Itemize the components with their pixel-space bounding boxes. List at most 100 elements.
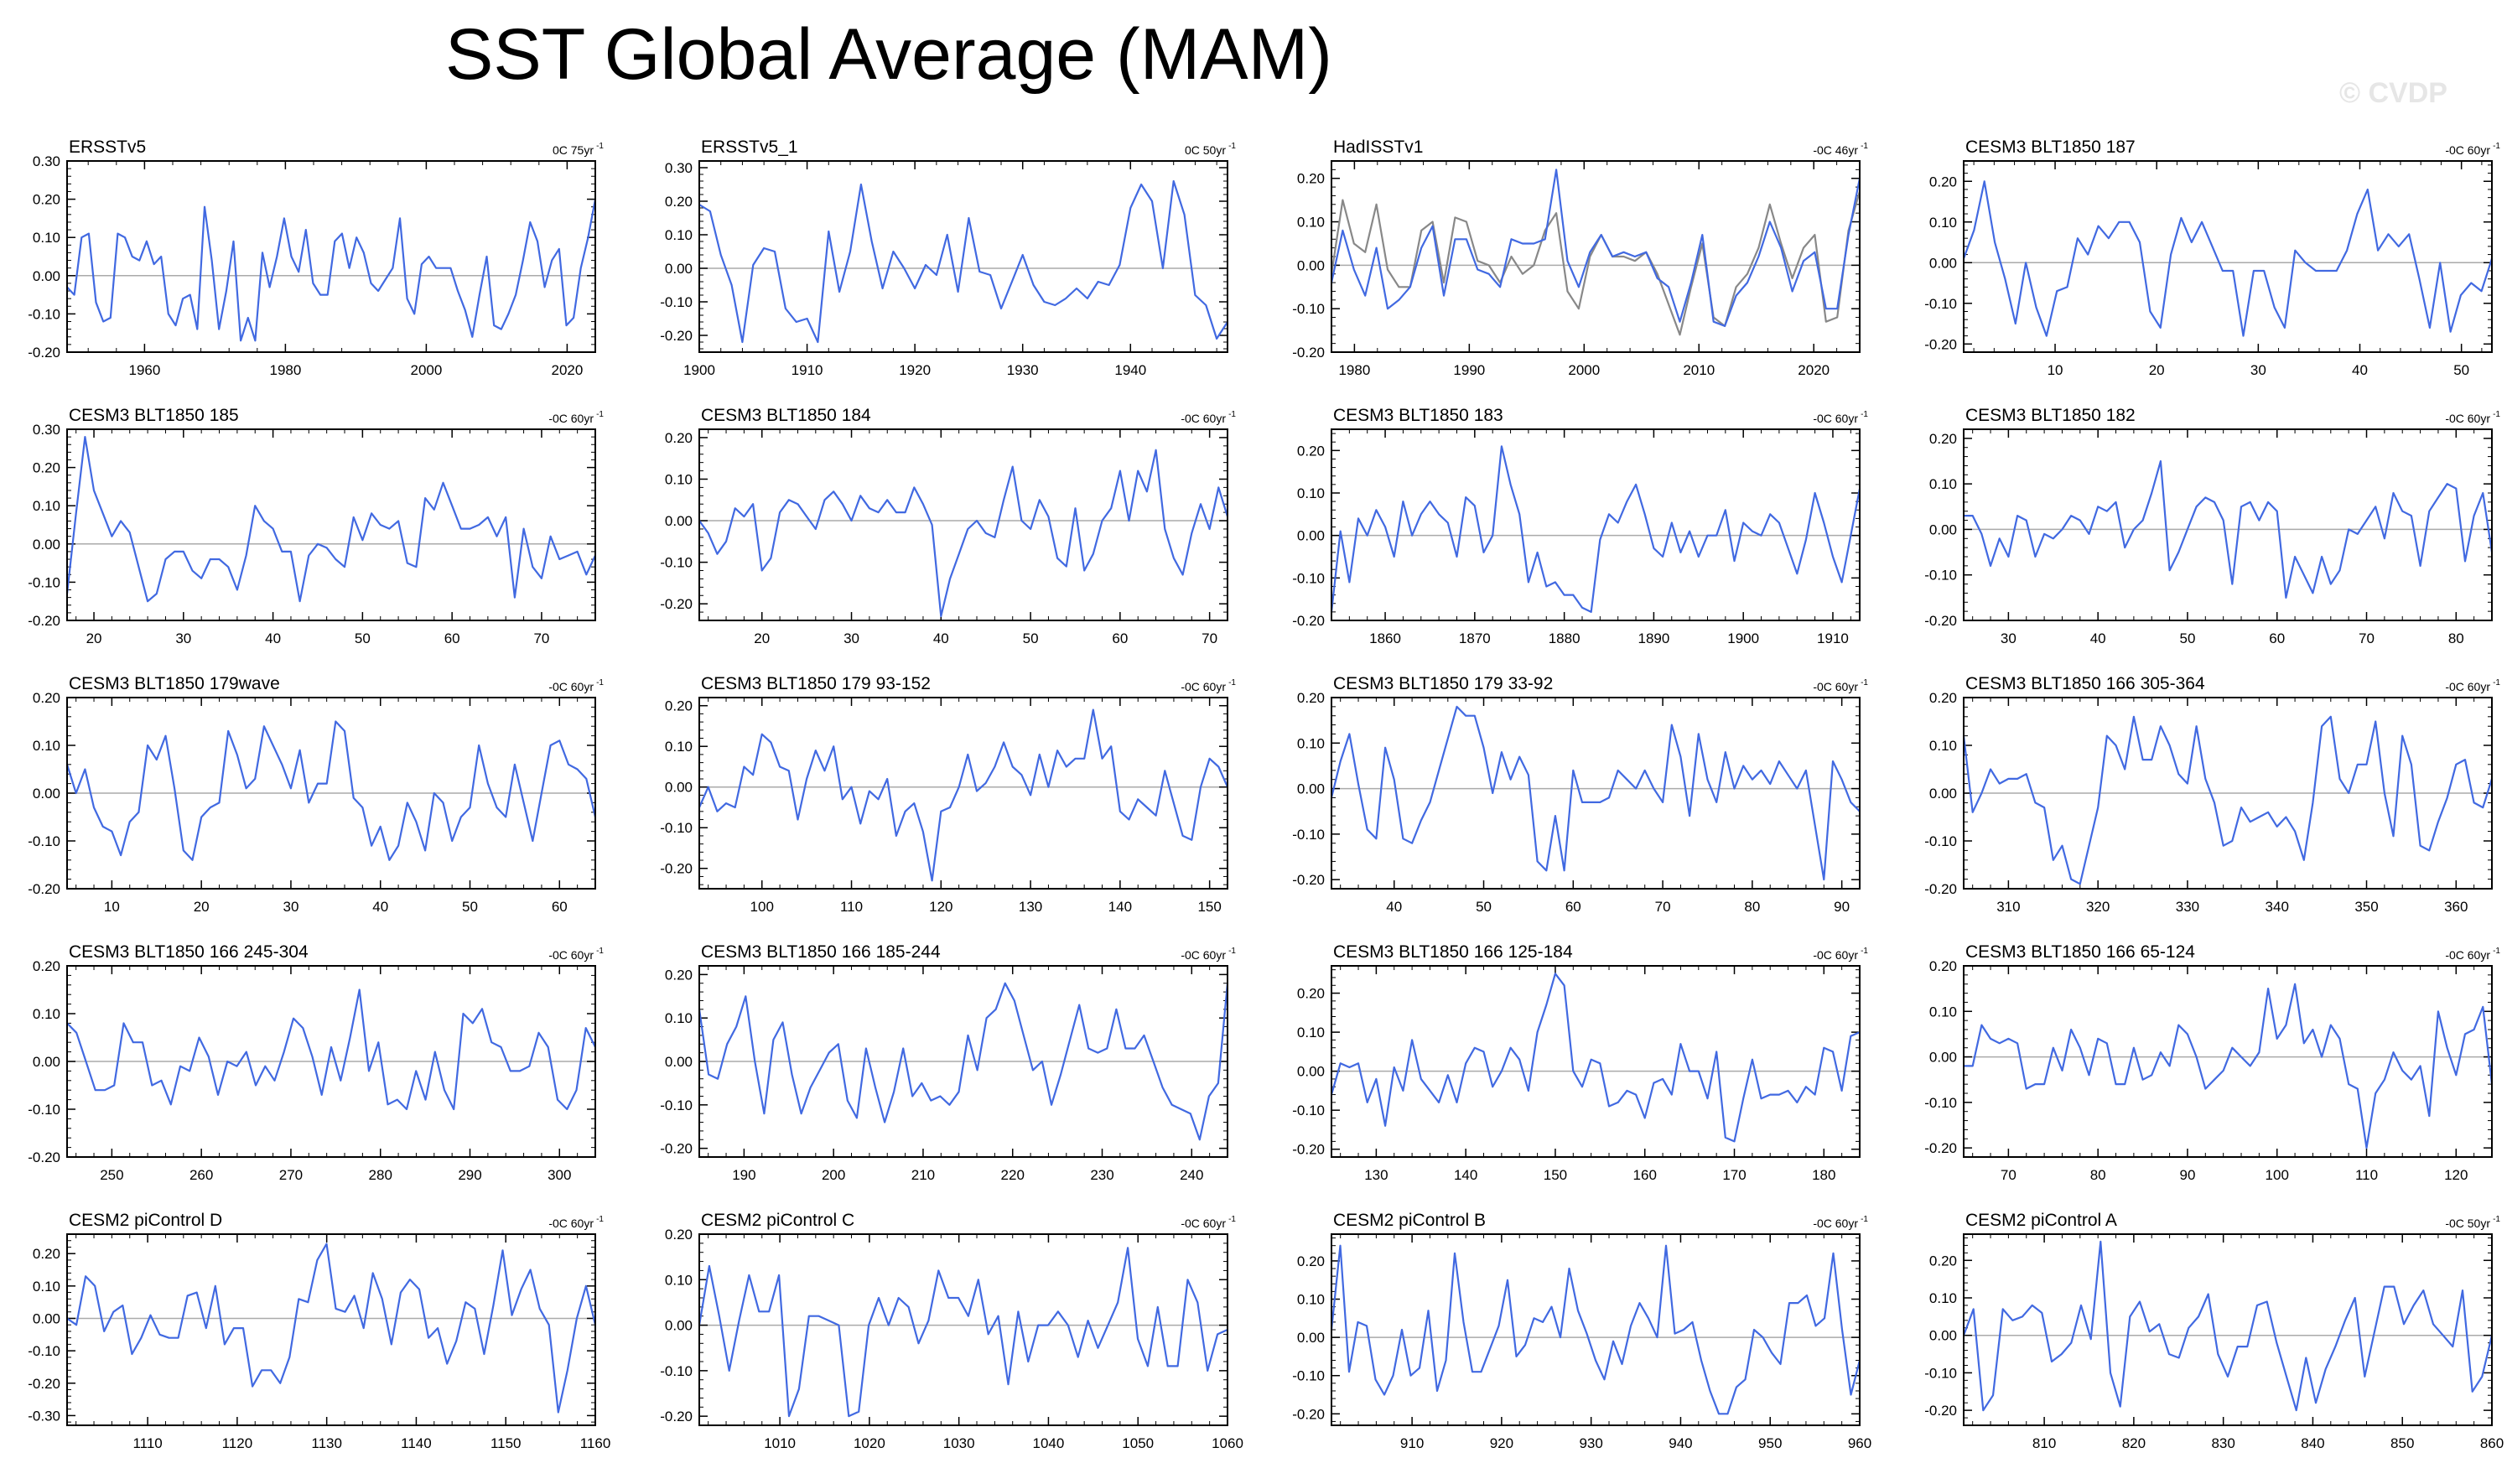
y-tick-label: -0.20 (1292, 613, 1325, 629)
y-tick-label: 0.00 (665, 513, 693, 529)
x-tick-label: 1890 (1638, 630, 1669, 646)
y-tick-label: 0.20 (1929, 431, 1957, 447)
trend-note-superscript: -1 (1861, 947, 1868, 956)
x-tick-label: 1120 (222, 1435, 253, 1451)
x-tick-label: 1880 (1549, 630, 1580, 646)
y-tick-label: -0.10 (1292, 570, 1325, 586)
trend-note: -0C 60yr (2445, 143, 2490, 157)
y-tick-label: -0.20 (660, 1409, 693, 1424)
trend-note: -0C 60yr (548, 412, 594, 425)
x-tick-label: 60 (2269, 630, 2285, 646)
series-line (1962, 1240, 2494, 1412)
y-tick-label: -0.10 (1924, 568, 1957, 584)
series-line (698, 1247, 1228, 1418)
trend-note-superscript: -1 (2493, 678, 2500, 688)
panel-3: HadISSTv1 -0C 46yr -1 -0.20 -0.10 0.00 0.10 0.2… (1292, 138, 1868, 378)
y-tick-label: 0.10 (1929, 476, 1957, 492)
x-tick-label: 30 (175, 630, 191, 646)
y-tick-label: -0.20 (1924, 1403, 1957, 1419)
series-line (1962, 715, 2494, 885)
y-tick-label: -0.10 (1292, 1368, 1325, 1384)
y-tick-label: -0.20 (28, 1376, 60, 1392)
x-tick-label: 80 (2448, 630, 2464, 646)
x-tick-label: 310 (1996, 899, 2020, 915)
x-tick-label: 1940 (1114, 362, 1146, 378)
y-tick-label: 0.10 (1929, 1290, 1957, 1306)
y-tick-label: 0.10 (1929, 738, 1957, 754)
trend-note-superscript: -1 (596, 947, 604, 956)
x-tick-label: 60 (444, 630, 460, 646)
y-tick-label: -0.10 (28, 1102, 60, 1118)
plot-frame (698, 1233, 1228, 1426)
y-tick-label: 0.20 (1929, 690, 1957, 706)
x-tick-label: 140 (1454, 1167, 1477, 1183)
x-tick-label: 40 (2090, 630, 2106, 646)
y-tick-label: 0.10 (1297, 735, 1325, 751)
y-tick-label: -0.20 (660, 328, 693, 344)
x-tick-label: 30 (2001, 630, 2016, 646)
trend-note-superscript: -1 (1228, 410, 1236, 419)
panel-2: ERSSTv5_1 0C 50yr -1 -0.20 -0.10 0.00 0.10 0.20… (660, 138, 1236, 378)
y-tick-label: 0.20 (665, 430, 693, 446)
plot-frame (1963, 428, 2493, 621)
plot-frame (698, 697, 1228, 890)
y-tick-label: -0.10 (660, 555, 693, 571)
panel-title: CESM3 BLT1850 184 (701, 406, 871, 425)
y-tick-label: 0.30 (33, 422, 60, 438)
x-tick-label: 60 (1112, 630, 1128, 646)
y-tick-label: -0.20 (660, 861, 693, 877)
x-tick-label: 30 (283, 899, 298, 915)
y-tick-label: -0.30 (28, 1408, 60, 1424)
x-tick-label: 1130 (311, 1435, 342, 1451)
x-tick-label: 2000 (410, 362, 442, 378)
y-tick-label: -0.10 (1924, 1365, 1957, 1381)
y-tick-label: -0.10 (1292, 301, 1325, 317)
y-tick-label: -0.20 (1924, 336, 1957, 352)
series-line (1962, 180, 2494, 337)
y-tick-label: 0.00 (665, 261, 693, 277)
panel-title: CESM3 BLT1850 166 245-304 (69, 942, 309, 962)
x-tick-label: 170 (1722, 1167, 1746, 1183)
trend-note: -0C 60yr (548, 948, 594, 962)
x-tick-label: 70 (2001, 1167, 2016, 1183)
x-tick-label: 20 (2149, 362, 2165, 378)
x-tick-label: 2020 (1798, 362, 1830, 378)
x-tick-label: 920 (1490, 1435, 1513, 1451)
x-tick-label: 80 (1744, 899, 1760, 915)
y-tick-label: -0.20 (28, 881, 60, 897)
trend-note-superscript: -1 (596, 142, 604, 151)
y-tick-label: 0.10 (1297, 1025, 1325, 1040)
panel-20: CESM2 piControl A -0C 50yr -1 -0.20 -0.10 0.0… (1924, 1211, 2504, 1451)
trend-note: -0C 60yr (2445, 680, 2490, 693)
panel-title: CESM2 piControl A (1965, 1211, 2117, 1230)
panel-1: ERSSTv5 0C 75yr -1 -0.20 -0.10 0.00 0.10 0.20 0.… (28, 138, 604, 378)
x-tick-label: 50 (1023, 630, 1039, 646)
y-tick-label: 0.20 (1297, 690, 1325, 706)
panel-5: CESM3 BLT1850 185 -0C 60yr -1 -0.20 -0.10 0.0… (28, 406, 604, 646)
y-tick-label: 0.20 (33, 460, 60, 476)
x-tick-label: 1960 (128, 362, 160, 378)
x-tick-label: 30 (843, 630, 859, 646)
x-tick-label: 20 (86, 630, 102, 646)
x-tick-label: 70 (1655, 899, 1671, 915)
y-tick-label: -0.10 (1924, 1095, 1957, 1111)
panel-title: HadISSTv1 (1333, 138, 1423, 157)
trend-note-superscript: -1 (1861, 1215, 1868, 1224)
series-line (1330, 169, 1861, 327)
y-tick-label: -0.20 (28, 1149, 60, 1165)
x-tick-label: 1060 (1212, 1435, 1243, 1451)
panel-title: CESM3 BLT1850 187 (1965, 138, 2136, 157)
trend-note: 0C 75yr (553, 143, 594, 157)
x-tick-label: 10 (2048, 362, 2063, 378)
x-tick-label: 100 (2266, 1167, 2289, 1183)
x-tick-label: 1980 (1338, 362, 1370, 378)
y-tick-label: 0.20 (1929, 1253, 1957, 1269)
x-tick-label: 2000 (1568, 362, 1600, 378)
series-line (65, 720, 597, 861)
y-tick-label: 0.20 (33, 192, 60, 208)
panel-title: CESM3 BLT1850 166 65-124 (1965, 942, 2195, 962)
trend-note: -0C 60yr (2445, 412, 2490, 425)
x-tick-label: 20 (194, 899, 210, 915)
series-line (66, 199, 597, 342)
x-tick-label: 330 (2176, 899, 2199, 915)
